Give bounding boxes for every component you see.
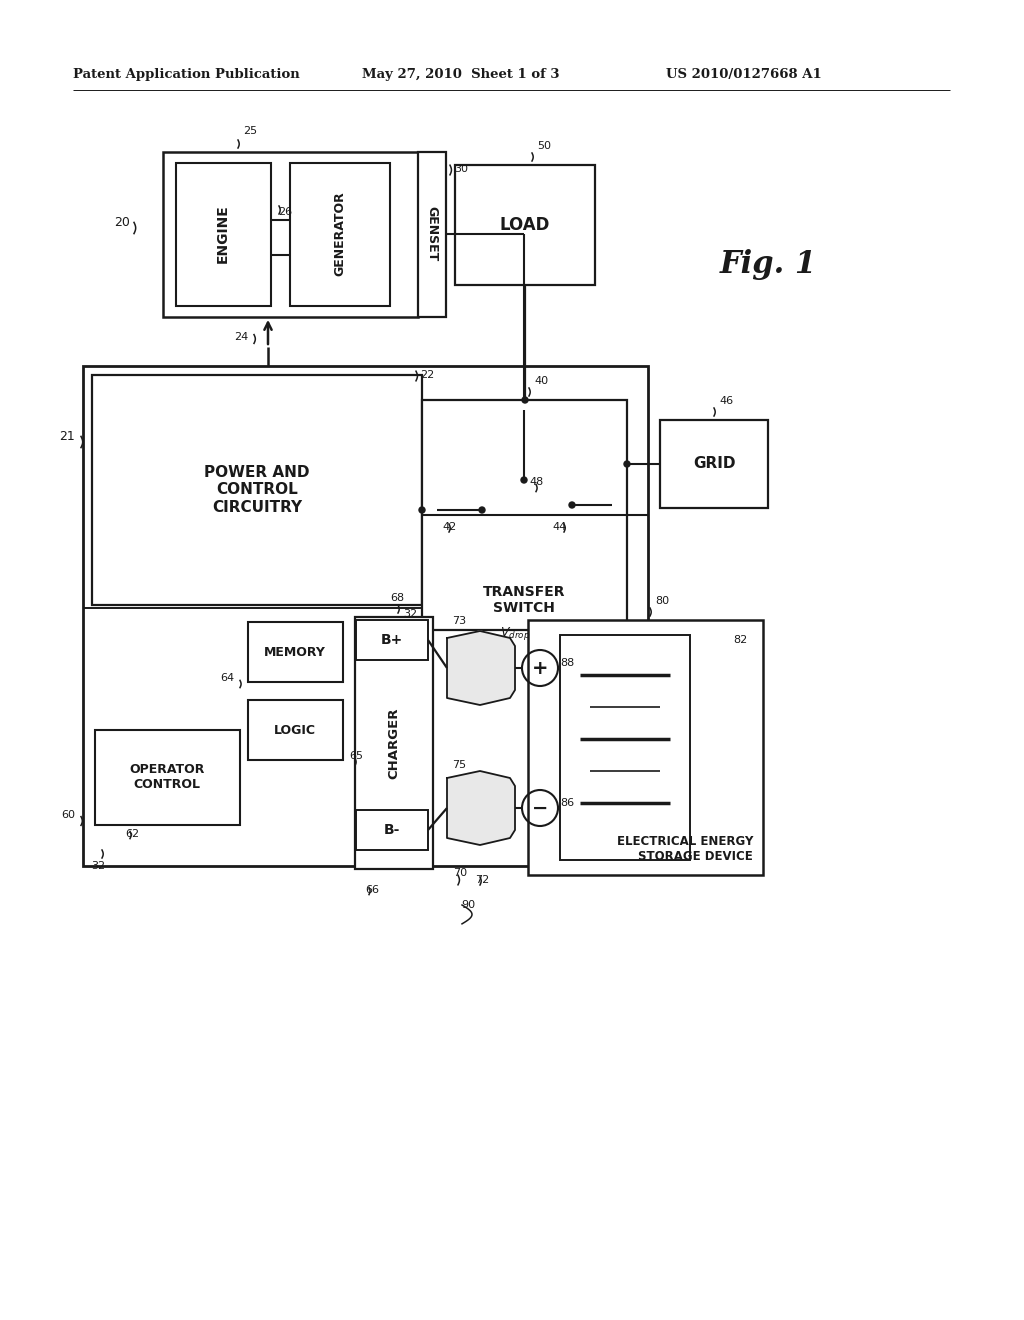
Bar — [176, 162, 271, 306]
Text: May 27, 2010  Sheet 1 of 3: May 27, 2010 Sheet 1 of 3 — [362, 69, 559, 81]
Text: 64: 64 — [220, 673, 234, 682]
Bar — [95, 730, 240, 825]
Text: GENERATOR: GENERATOR — [334, 191, 346, 276]
Polygon shape — [447, 771, 515, 845]
Text: 25: 25 — [243, 125, 257, 136]
Text: MEMORY: MEMORY — [264, 645, 326, 659]
Text: POWER AND
CONTROL
CIRCUITRY: POWER AND CONTROL CIRCUITRY — [204, 465, 309, 515]
Text: 46: 46 — [719, 396, 733, 407]
Text: 44: 44 — [553, 521, 567, 532]
Text: 73: 73 — [452, 616, 466, 626]
Text: 48: 48 — [529, 477, 544, 487]
Bar — [455, 165, 595, 285]
Text: 42: 42 — [442, 521, 457, 532]
Text: 32: 32 — [402, 609, 417, 619]
Text: 66: 66 — [365, 884, 379, 895]
Text: 80: 80 — [655, 597, 669, 606]
Text: 30: 30 — [454, 164, 468, 174]
Text: 62: 62 — [125, 829, 139, 840]
Bar — [356, 620, 428, 660]
Bar — [356, 810, 428, 850]
Text: 20: 20 — [114, 215, 130, 228]
Text: LOAD: LOAD — [500, 216, 550, 234]
Bar — [163, 152, 418, 317]
Text: +: + — [531, 659, 548, 677]
Bar — [660, 420, 768, 508]
Text: 68: 68 — [390, 593, 404, 603]
Text: 32: 32 — [91, 861, 105, 871]
Circle shape — [521, 477, 527, 483]
Text: LOGIC: LOGIC — [274, 723, 316, 737]
Text: 86: 86 — [560, 799, 574, 808]
Text: TRANSFER
SWITCH: TRANSFER SWITCH — [482, 585, 565, 615]
Bar — [418, 152, 446, 317]
Circle shape — [569, 502, 575, 508]
Bar — [290, 162, 390, 306]
Bar — [422, 400, 627, 630]
Bar — [528, 620, 763, 875]
Bar — [248, 700, 343, 760]
Polygon shape — [447, 631, 515, 705]
Text: 50: 50 — [537, 141, 551, 150]
Bar — [560, 635, 690, 861]
Text: 22: 22 — [420, 370, 434, 380]
Text: ELECTRICAL ENERGY
STORAGE DEVICE: ELECTRICAL ENERGY STORAGE DEVICE — [616, 836, 753, 863]
Bar — [248, 622, 343, 682]
Circle shape — [624, 461, 630, 467]
Bar — [92, 375, 422, 605]
Text: 82: 82 — [733, 635, 748, 645]
Text: B-: B- — [384, 822, 400, 837]
Text: 88: 88 — [560, 657, 574, 668]
Text: 70: 70 — [453, 869, 467, 878]
Text: GRID: GRID — [693, 457, 735, 471]
Text: 40: 40 — [534, 376, 548, 385]
Text: 24: 24 — [233, 333, 248, 342]
Text: 90: 90 — [461, 900, 475, 909]
Text: US 2010/0127668 A1: US 2010/0127668 A1 — [666, 69, 821, 81]
Circle shape — [479, 507, 485, 513]
Text: Fig. 1: Fig. 1 — [720, 249, 817, 281]
Bar — [355, 616, 433, 869]
Text: ENGINE: ENGINE — [216, 205, 230, 264]
Text: 65: 65 — [349, 751, 362, 762]
Text: OPERATOR
CONTROL: OPERATOR CONTROL — [129, 763, 205, 791]
Text: $V_{drop}$: $V_{drop}$ — [500, 624, 530, 642]
Circle shape — [419, 507, 425, 513]
Text: B+: B+ — [381, 634, 403, 647]
Text: 26: 26 — [278, 207, 292, 216]
Text: 75: 75 — [452, 760, 466, 770]
Bar — [83, 366, 648, 866]
Text: 60: 60 — [61, 810, 75, 820]
Text: CHARGER: CHARGER — [387, 708, 400, 779]
Circle shape — [522, 397, 528, 403]
Text: GENSET: GENSET — [426, 206, 438, 261]
Text: Patent Application Publication: Patent Application Publication — [73, 69, 300, 81]
Text: −: − — [531, 799, 548, 817]
Text: 72: 72 — [475, 875, 489, 884]
Text: 21: 21 — [59, 429, 75, 442]
